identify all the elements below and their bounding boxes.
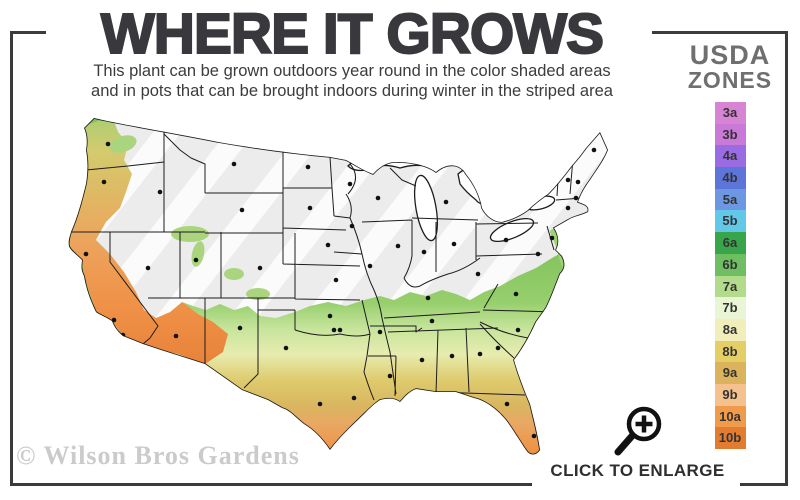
map-west-coast-region xyxy=(69,118,228,364)
zone-swatch: 4a xyxy=(714,145,746,168)
us-hardiness-map[interactable] xyxy=(28,104,672,472)
zone-swatch: 10a xyxy=(714,405,746,428)
watermark: © Wilson Bros Gardens xyxy=(16,441,300,470)
zone-swatch: 6a xyxy=(714,232,746,254)
usda-zones-legend: USDA ZONES 3a 3b 4a 4b 5a 5b 6a 6b 7a 7b 8a 8b 9a 9b 1… xyxy=(676,42,784,449)
zone-swatch: 7a xyxy=(714,275,746,298)
page-title: WHERE IT GROWS xyxy=(100,1,605,67)
zone-swatch: 3b xyxy=(714,123,746,146)
state-borders xyxy=(71,130,583,401)
frame-gap-bottom xyxy=(532,481,740,492)
subtitle-line-1: This plant can be grown outdoors year ro… xyxy=(93,62,611,80)
zone-swatch-list: 3a 3b 4a 4b 5a 5b 6a 6b 7a 7b 8a 8b 9a 9b 10a 10b xyxy=(676,102,784,449)
legend-title-zones: ZONES xyxy=(687,67,773,93)
zone-swatch: 8a xyxy=(714,318,746,341)
zone-swatch: 7b xyxy=(714,297,746,319)
zone-swatch: 10b xyxy=(714,427,746,449)
city-markers xyxy=(83,141,597,439)
click-to-enlarge-button[interactable]: CLICK TO ENLARGE xyxy=(550,461,725,480)
zone-swatch: 5b xyxy=(714,210,746,233)
zone-swatch: 9a xyxy=(714,362,746,384)
subtitle: This plant can be grown outdoors year ro… xyxy=(30,61,674,101)
zone-swatch: 8b xyxy=(714,340,746,363)
zone-swatch: 6b xyxy=(714,253,746,276)
legend-title-usda: USDA xyxy=(689,40,771,70)
zone-swatch: 5a xyxy=(714,188,746,211)
map-stripes-overlay xyxy=(68,118,608,318)
zone-swatch: 9b xyxy=(714,383,746,406)
frame-gap-top xyxy=(46,27,652,38)
magnifier-zoom-icon[interactable] xyxy=(608,402,670,462)
zone-swatch: 4b xyxy=(714,167,746,189)
zone-swatch: 3a xyxy=(714,102,746,124)
subtitle-line-2: and in pots that can be brought indoors … xyxy=(91,82,613,100)
